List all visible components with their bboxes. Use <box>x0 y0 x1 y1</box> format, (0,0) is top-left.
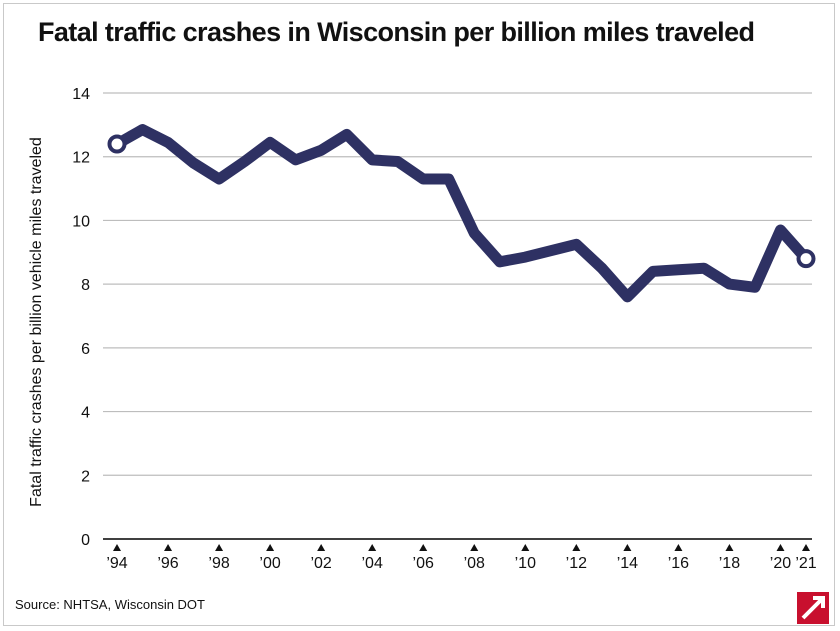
x-tick-label: ’02 <box>310 555 331 572</box>
x-tick-label: ’96 <box>157 555 178 572</box>
x-tick-marker <box>623 544 632 551</box>
x-tick-marker <box>419 544 428 551</box>
x-tick-marker <box>164 544 173 551</box>
y-tick-label: 0 <box>81 532 90 549</box>
x-tick-label: ’14 <box>617 555 638 572</box>
x-tick-marker <box>317 544 326 551</box>
x-tick-marker <box>674 544 683 551</box>
y-tick-label: 6 <box>81 341 90 358</box>
x-tick-marker <box>776 544 785 551</box>
x-tick-marker <box>521 544 530 551</box>
x-tick-marker <box>802 544 810 551</box>
x-tick-marker <box>266 544 275 551</box>
x-tick-marker <box>215 544 224 551</box>
x-tick-label: ’98 <box>208 555 229 572</box>
x-tick-label: ’10 <box>515 555 536 572</box>
x-tick-label: ’12 <box>566 555 587 572</box>
y-tick-label: 4 <box>81 405 90 422</box>
x-tick-label: ’20 <box>770 555 791 572</box>
endpoint-marker <box>107 134 127 154</box>
x-ticks: ’94 ’96 ’98 ’00 ’02 ’04 ’06 ’08 ’10 ’12 ’14 ’16 ’18 ’… <box>106 544 817 572</box>
y-tick-label: 2 <box>81 468 90 485</box>
x-tick-marker <box>572 544 581 551</box>
x-tick-label: ’00 <box>259 555 280 572</box>
x-tick-label: ’06 <box>413 555 434 572</box>
publisher-logo <box>797 592 829 624</box>
x-tick-label: ’21 <box>795 555 816 572</box>
x-tick-marker <box>725 544 734 551</box>
chart-frame <box>3 3 835 626</box>
x-tick-label: ’18 <box>719 555 740 572</box>
y-tick-label: 14 <box>72 86 90 103</box>
y-tick-label: 10 <box>72 213 90 230</box>
source-note: Source: NHTSA, Wisconsin DOT <box>15 597 205 612</box>
chart-title: Fatal traffic crashes in Wisconsin per b… <box>38 17 755 47</box>
endpoint-marker <box>796 249 816 269</box>
y-tick-label: 12 <box>72 150 90 167</box>
x-tick-label: ’94 <box>106 555 127 572</box>
x-tick-label: ’04 <box>362 555 383 572</box>
gridlines <box>103 92 812 540</box>
y-tick-label: 8 <box>81 277 90 294</box>
y-tick-labels: 0 2 4 6 8 10 12 14 <box>72 86 90 549</box>
x-tick-marker <box>113 544 121 551</box>
series <box>107 124 816 303</box>
x-tick-marker <box>368 544 377 551</box>
x-tick-label: ’08 <box>464 555 485 572</box>
x-tick-label: ’16 <box>668 555 689 572</box>
series-line <box>111 124 812 303</box>
x-tick-marker <box>470 544 479 551</box>
